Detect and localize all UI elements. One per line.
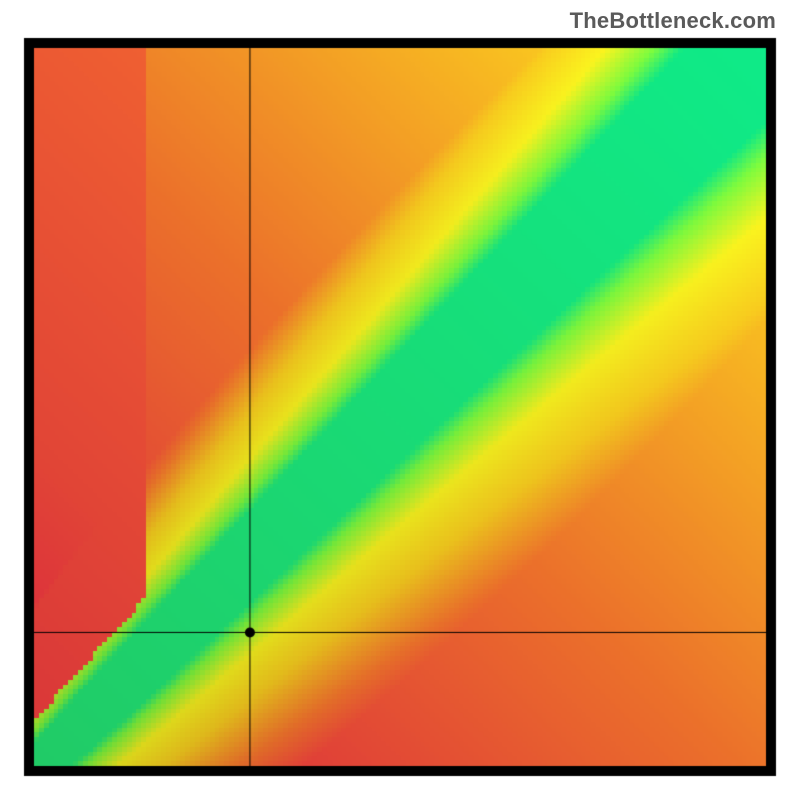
attribution-label: TheBottleneck.com	[570, 8, 776, 34]
heatmap-canvas	[0, 0, 800, 800]
chart-container: TheBottleneck.com	[0, 0, 800, 800]
